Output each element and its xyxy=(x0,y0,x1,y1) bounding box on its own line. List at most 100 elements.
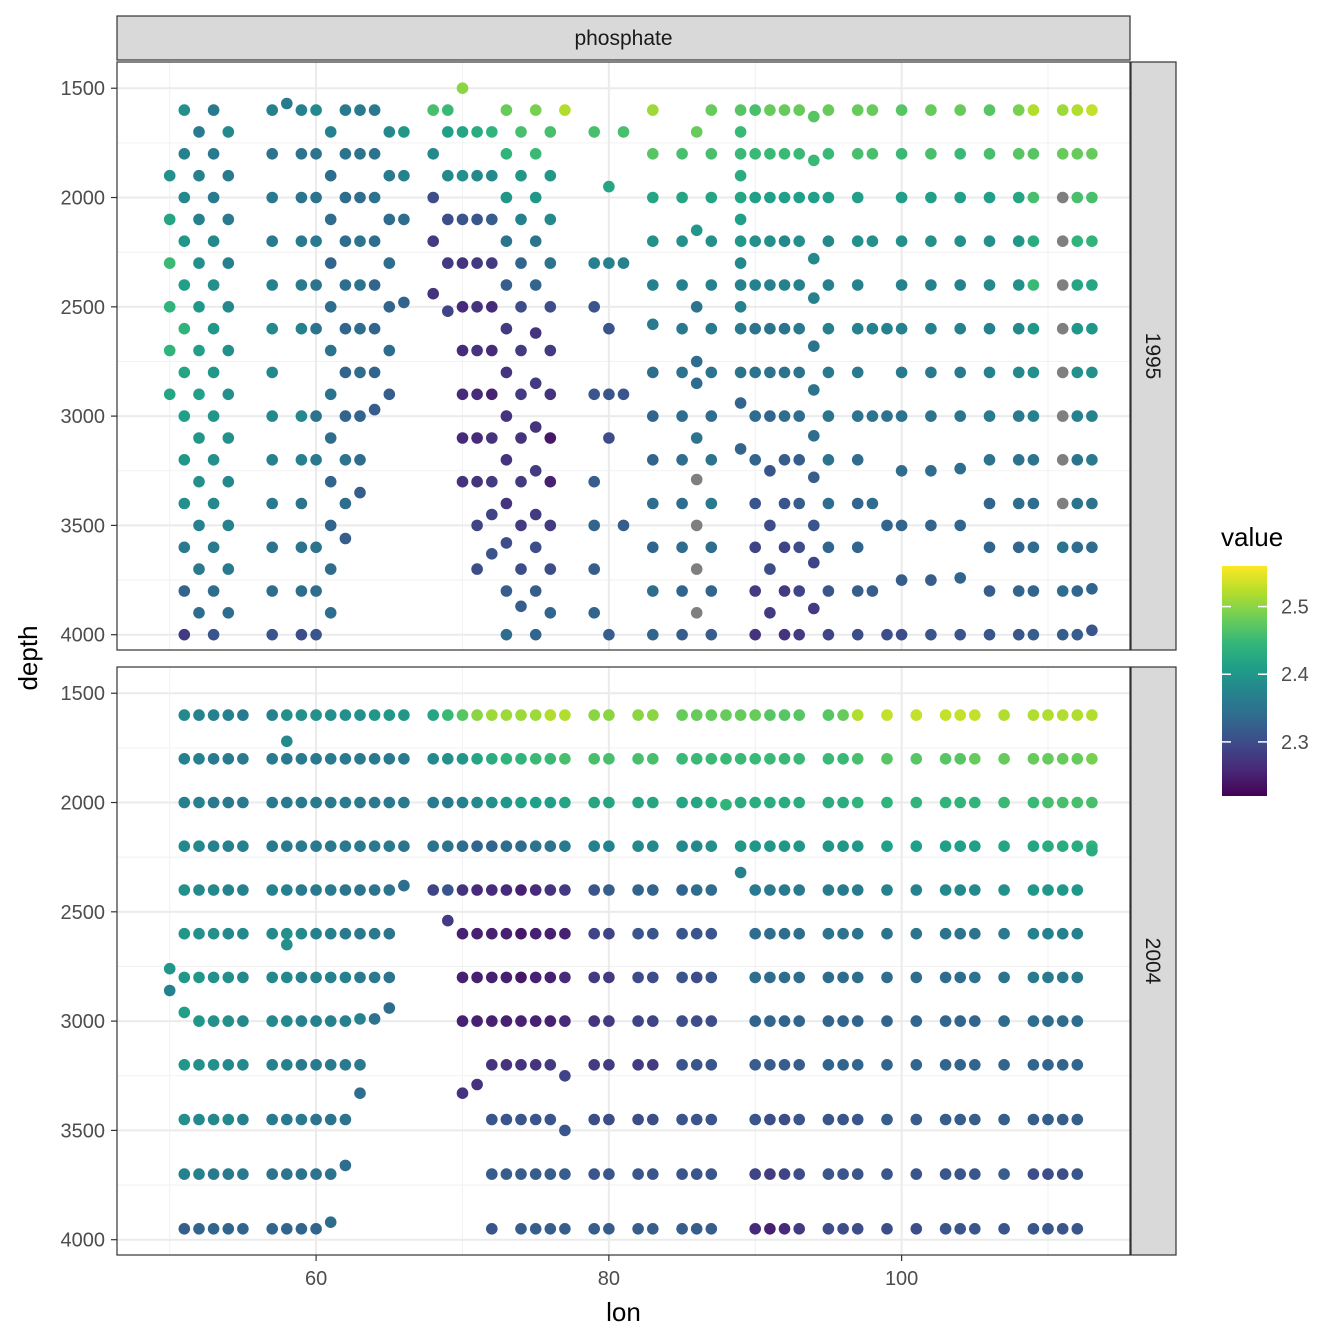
data-point xyxy=(778,971,791,984)
data-point xyxy=(588,1168,600,1180)
data-point xyxy=(515,1113,527,1126)
data-point xyxy=(822,410,835,422)
panel-1995-border xyxy=(116,61,1131,651)
data-point xyxy=(222,884,235,896)
data-point xyxy=(456,82,469,94)
data-point xyxy=(647,1059,659,1071)
data-point xyxy=(207,1223,220,1235)
data-point xyxy=(544,213,557,226)
data-point xyxy=(851,884,864,896)
data-point xyxy=(193,971,205,984)
data-point xyxy=(734,148,747,160)
data-point xyxy=(383,927,396,940)
data-point xyxy=(237,796,249,809)
data-point xyxy=(178,279,191,291)
data-point xyxy=(881,410,893,422)
data-point xyxy=(529,377,542,390)
data-point xyxy=(295,1168,308,1180)
data-point xyxy=(764,884,776,896)
data-point xyxy=(720,798,732,811)
data-point xyxy=(983,191,996,204)
data-point xyxy=(456,301,469,313)
data-point xyxy=(1042,753,1054,765)
data-point xyxy=(851,235,864,247)
data-point xyxy=(163,984,176,997)
data-point xyxy=(734,126,747,138)
data-point xyxy=(851,796,864,809)
data-point xyxy=(383,1002,396,1014)
data-point xyxy=(895,279,908,291)
data-point xyxy=(998,753,1010,765)
data-point xyxy=(207,1113,220,1126)
data-point xyxy=(588,1015,600,1027)
data-point xyxy=(515,753,527,765)
data-point xyxy=(793,454,805,466)
data-point xyxy=(954,840,966,852)
data-point xyxy=(486,432,498,444)
data-point xyxy=(969,840,981,852)
x-tick-label: 80 xyxy=(598,1268,620,1290)
data-point xyxy=(690,519,703,532)
data-point xyxy=(193,709,205,721)
data-point xyxy=(764,607,776,619)
data-point xyxy=(764,1168,776,1180)
data-point xyxy=(1012,497,1025,510)
data-point xyxy=(998,927,1010,940)
data-point xyxy=(178,884,191,896)
data-point xyxy=(910,796,923,809)
data-point xyxy=(529,927,542,940)
data-point xyxy=(486,475,498,488)
data-point xyxy=(617,388,630,401)
data-point xyxy=(178,709,191,721)
data-point xyxy=(222,1168,235,1180)
data-point xyxy=(486,1059,498,1071)
data-point xyxy=(647,927,659,940)
data-point xyxy=(969,1059,981,1071)
data-point xyxy=(647,796,659,809)
data-point xyxy=(207,454,220,466)
data-point xyxy=(339,927,352,940)
data-point xyxy=(193,301,205,313)
data-point xyxy=(456,344,469,357)
data-point xyxy=(237,1059,249,1071)
data-point xyxy=(998,1113,1010,1126)
data-point xyxy=(207,585,220,597)
data-point xyxy=(998,840,1010,852)
data-point xyxy=(500,322,513,335)
data-point xyxy=(1027,927,1040,940)
data-point xyxy=(222,563,235,575)
data-point xyxy=(486,126,498,138)
data-point xyxy=(822,628,835,641)
data-point xyxy=(793,279,805,291)
panel-1995-y-axis: 1500 2000 2500 3000 3500 4000 xyxy=(61,78,117,647)
data-point xyxy=(295,279,308,291)
data-point xyxy=(339,971,352,984)
data-point xyxy=(1086,541,1098,554)
data-point xyxy=(324,126,337,138)
data-point xyxy=(749,971,761,984)
data-point xyxy=(529,508,542,521)
data-point xyxy=(778,104,791,116)
data-point xyxy=(427,235,440,247)
data-point xyxy=(588,519,600,532)
data-point xyxy=(1086,583,1098,595)
data-point xyxy=(339,796,352,809)
data-point xyxy=(983,148,996,160)
data-point xyxy=(676,191,688,204)
data-point xyxy=(939,1223,952,1235)
data-point xyxy=(690,126,703,138)
data-point xyxy=(339,279,352,291)
data-point xyxy=(1027,191,1040,204)
data-point xyxy=(793,840,805,852)
data-point xyxy=(1056,971,1069,984)
data-point xyxy=(471,753,483,765)
data-point xyxy=(617,519,630,532)
data-point xyxy=(207,235,220,247)
data-point xyxy=(778,1168,791,1180)
data-point xyxy=(529,709,542,721)
data-point xyxy=(266,541,279,554)
data-point xyxy=(998,1168,1010,1180)
data-point xyxy=(193,607,205,619)
data-point xyxy=(778,709,791,721)
